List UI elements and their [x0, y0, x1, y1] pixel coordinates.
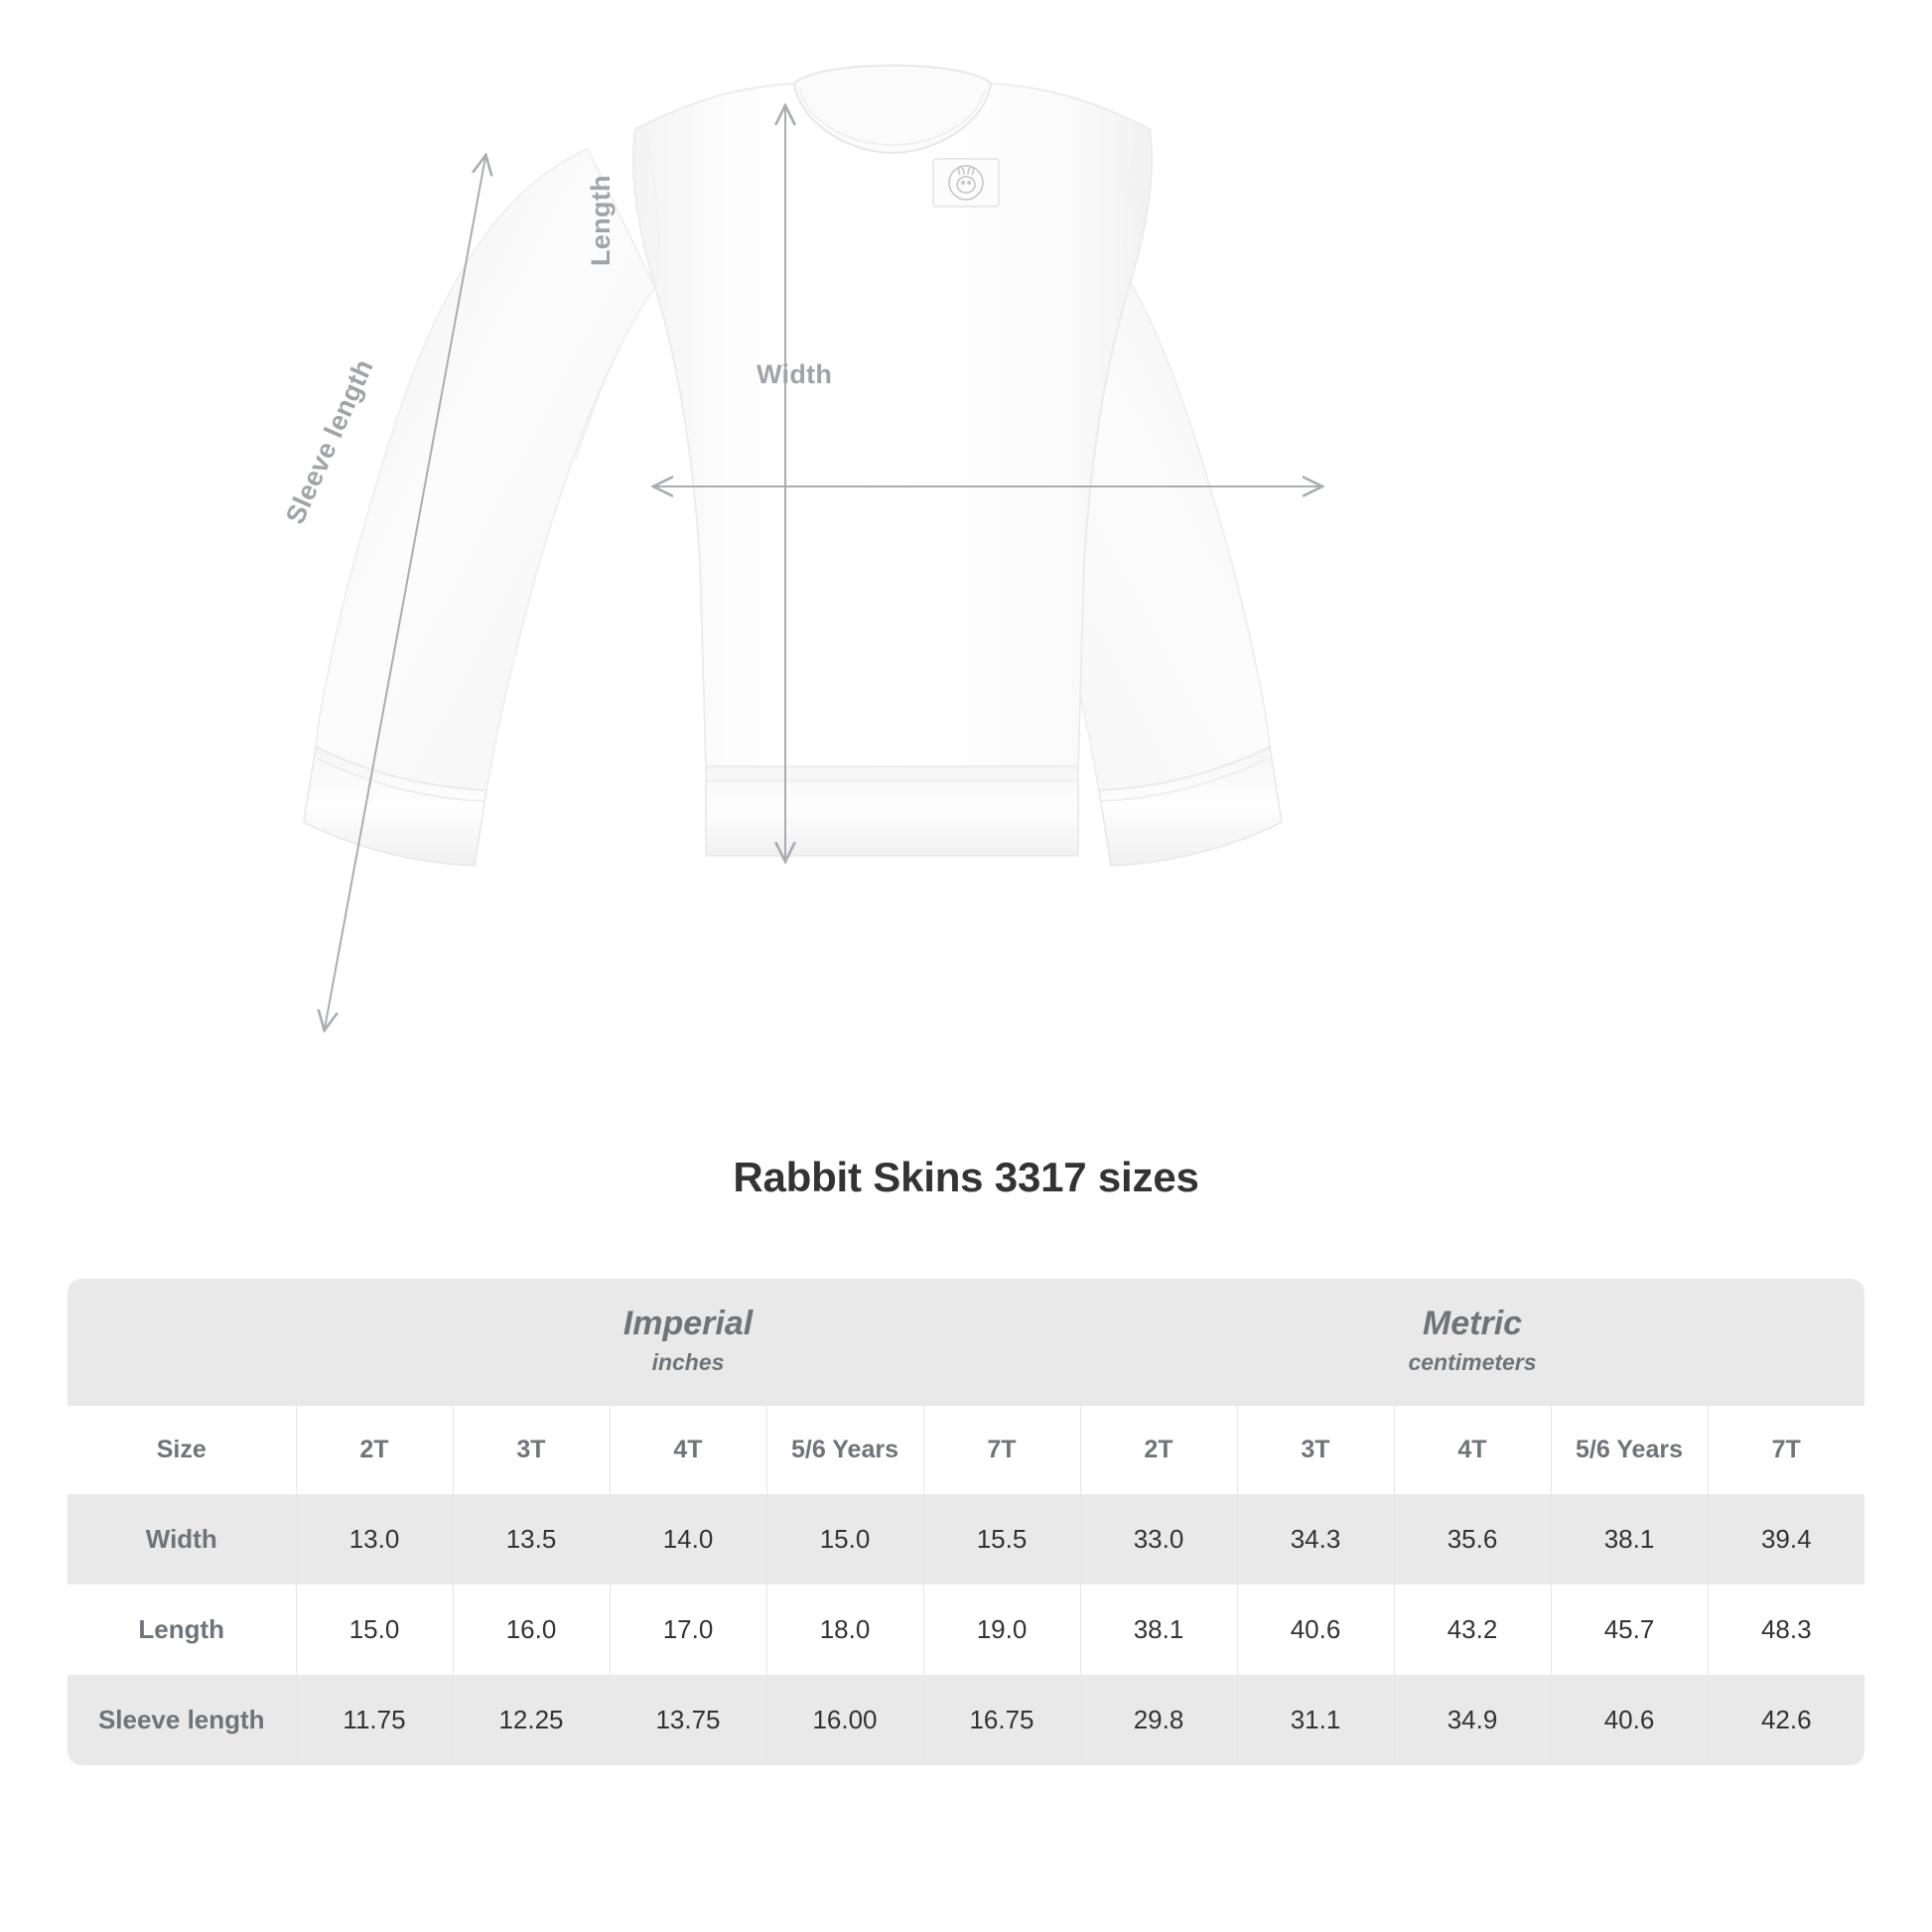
cell-length-met-7t: 48.3 — [1707, 1585, 1864, 1676]
unit-header-blank — [68, 1279, 296, 1407]
unit-header-metric: Metric centimeters — [1080, 1279, 1864, 1407]
page-title: Rabbit Skins 3317 sizes — [733, 1154, 1199, 1200]
cell-sleeve-imp-4t: 13.75 — [609, 1675, 767, 1766]
row-label-length: Length — [68, 1585, 297, 1676]
length-label: Length — [586, 175, 616, 266]
column-header-row: Size 2T 3T 4T 5/6 Years 7T 2T 3T 4T 5/6 … — [68, 1406, 1864, 1495]
cell-sleeve-imp-56y: 16.00 — [765, 1675, 924, 1766]
column-header-imp-3t: 3T — [452, 1406, 611, 1495]
rabbit-logo-icon — [948, 165, 984, 201]
cell-width-met-4t: 35.6 — [1393, 1494, 1552, 1586]
cell-width-imp-4t: 14.0 — [609, 1494, 767, 1586]
row-label-width: Width — [68, 1494, 297, 1586]
row-label-sleeve-length: Sleeve length — [68, 1675, 297, 1766]
cell-length-met-3t: 40.6 — [1236, 1585, 1395, 1676]
cell-sleeve-met-4t: 34.9 — [1393, 1675, 1552, 1766]
cell-width-imp-2t: 13.0 — [295, 1494, 454, 1586]
unit-group-header-row: Imperial inches Metric centimeters — [68, 1279, 1864, 1407]
cell-sleeve-met-56y: 40.6 — [1550, 1675, 1709, 1766]
neck-label-tag — [932, 158, 1000, 207]
cell-width-met-2t: 33.0 — [1079, 1494, 1238, 1586]
sweatshirt-body — [631, 65, 1154, 857]
column-header-size: Size — [68, 1406, 297, 1495]
garment-figure: Length Width Sleeve length — [280, 65, 1932, 1142]
size-table-container: Imperial inches Metric centimeters Size … — [68, 1279, 1864, 1766]
table-row-length: Length 15.0 16.0 17.0 18.0 19.0 38.1 40.… — [68, 1585, 1864, 1676]
cell-width-met-3t: 34.3 — [1236, 1494, 1395, 1586]
table-row-sleeve-length: Sleeve length 11.75 12.25 13.75 16.00 16… — [68, 1675, 1864, 1766]
cell-length-imp-7t: 19.0 — [922, 1585, 1081, 1676]
column-header-met-56y: 5/6 Years — [1550, 1406, 1709, 1495]
column-header-imp-7t: 7T — [922, 1406, 1081, 1495]
cell-sleeve-met-2t: 29.8 — [1079, 1675, 1238, 1766]
size-table: Imperial inches Metric centimeters Size … — [68, 1279, 1864, 1766]
column-header-met-2t: 2T — [1079, 1406, 1238, 1495]
width-label: Width — [757, 359, 833, 389]
column-header-met-4t: 4T — [1393, 1406, 1552, 1495]
cell-sleeve-met-3t: 31.1 — [1236, 1675, 1395, 1766]
unit-header-imperial: Imperial inches — [296, 1279, 1080, 1407]
cell-width-imp-7t: 15.5 — [922, 1494, 1081, 1586]
cell-length-imp-4t: 17.0 — [609, 1585, 767, 1676]
cell-width-met-7t: 39.4 — [1707, 1494, 1864, 1586]
measurement-arrows — [325, 107, 1320, 1029]
cell-length-met-4t: 43.2 — [1393, 1585, 1552, 1676]
sleeve-length-arrow — [325, 157, 485, 1029]
cell-width-imp-3t: 13.5 — [452, 1494, 611, 1586]
unit-subtitle-metric: centimeters — [1408, 1349, 1537, 1376]
sweatshirt-illustration — [303, 65, 1932, 1142]
unit-title-metric: Metric — [1422, 1305, 1523, 1342]
cell-width-met-56y: 38.1 — [1550, 1494, 1709, 1586]
cell-sleeve-imp-3t: 12.25 — [452, 1675, 611, 1766]
unit-title-imperial: Imperial — [622, 1305, 754, 1342]
table-row-width: Width 13.0 13.5 14.0 15.0 15.5 33.0 34.3… — [68, 1494, 1864, 1586]
cell-length-met-56y: 45.7 — [1550, 1585, 1709, 1676]
cell-length-imp-56y: 18.0 — [765, 1585, 924, 1676]
column-header-imp-56y: 5/6 Years — [765, 1406, 924, 1495]
cell-length-imp-2t: 15.0 — [295, 1585, 454, 1676]
cell-length-imp-3t: 16.0 — [452, 1585, 611, 1676]
unit-subtitle-imperial: inches — [651, 1349, 725, 1376]
cell-width-imp-56y: 15.0 — [765, 1494, 924, 1586]
column-header-met-3t: 3T — [1236, 1406, 1395, 1495]
column-header-imp-2t: 2T — [295, 1406, 454, 1495]
cell-length-met-2t: 38.1 — [1079, 1585, 1238, 1676]
cell-sleeve-imp-2t: 11.75 — [295, 1675, 454, 1766]
cell-sleeve-imp-7t: 16.75 — [922, 1675, 1081, 1766]
cell-sleeve-met-7t: 42.6 — [1707, 1675, 1864, 1766]
column-header-met-7t: 7T — [1707, 1406, 1864, 1495]
column-header-imp-4t: 4T — [609, 1406, 767, 1495]
